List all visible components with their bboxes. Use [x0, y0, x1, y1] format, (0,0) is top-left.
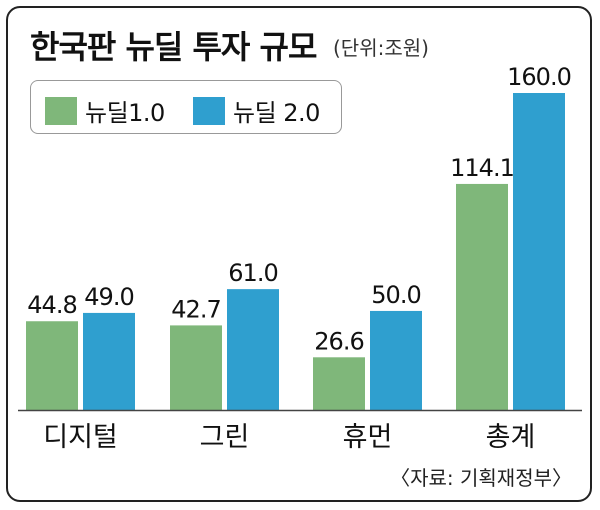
category-label-1: 디지털	[43, 422, 118, 453]
bar-2-1	[83, 312, 135, 410]
legend-item-series-2: 뉴딜 2.0	[193, 93, 320, 128]
bar-1-1	[26, 321, 78, 410]
data-label-1-1: 44.8	[27, 291, 76, 319]
bar-1-3	[313, 357, 365, 410]
data-label-2-4: 160.0	[507, 63, 571, 91]
legend-label-series-2: 뉴딜 2.0	[233, 99, 320, 127]
legend-label-series-1: 뉴딜1.0	[85, 99, 165, 127]
chart-title: 한국판 뉴딜 투자 규모	[30, 28, 317, 66]
data-label-2-2: 61.0	[228, 259, 277, 287]
category-label-4: 총계	[486, 422, 536, 453]
data-label-2-3: 50.0	[371, 281, 420, 309]
bar-1-4	[456, 183, 508, 410]
category-label-2: 그린	[200, 422, 250, 453]
legend-swatch-series-1	[45, 96, 77, 125]
data-label-1-4: 114.1	[450, 154, 514, 182]
bar-1-2	[170, 325, 222, 410]
legend-item-series-1: 뉴딜1.0	[45, 93, 165, 128]
legend: 뉴딜1.0 뉴딜 2.0	[30, 80, 342, 134]
source-note: 〈자료: 기획재정부〉	[390, 466, 572, 490]
category-label-3: 휴먼	[343, 422, 393, 453]
legend-swatch-series-2	[193, 96, 225, 125]
data-label-2-1: 49.0	[84, 283, 133, 311]
bar-2-2	[227, 289, 279, 410]
bar-2-3	[370, 310, 422, 410]
unit-label: (단위:조원)	[333, 36, 429, 60]
data-label-1-2: 42.7	[171, 295, 220, 323]
bar-2-4	[513, 93, 565, 410]
data-label-1-3: 26.6	[314, 327, 363, 355]
